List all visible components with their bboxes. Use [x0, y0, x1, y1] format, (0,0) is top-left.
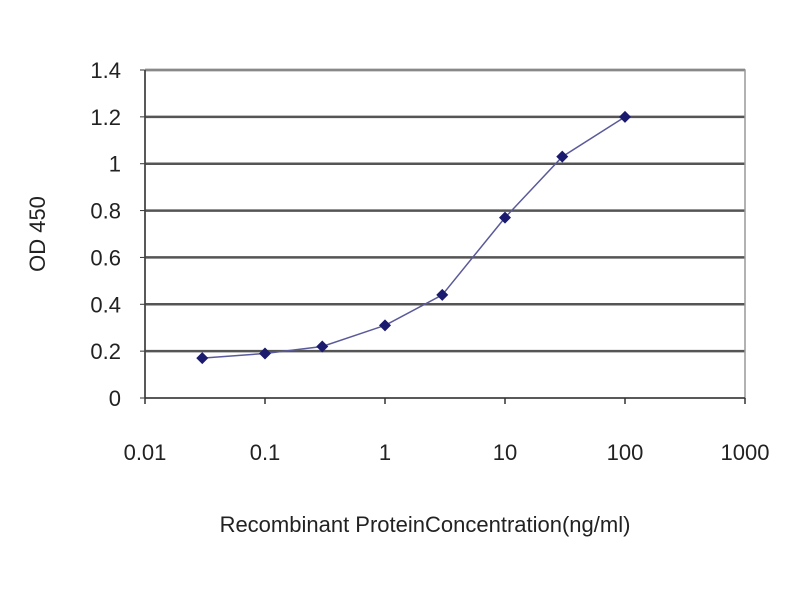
data-point — [556, 150, 569, 163]
data-point — [379, 319, 391, 332]
series — [196, 110, 631, 365]
data-point — [499, 211, 511, 224]
data-point — [619, 110, 631, 123]
plot-border — [144, 69, 746, 399]
y-tick-label: 1.2 — [90, 105, 121, 130]
x-tick-label: 0.1 — [250, 440, 281, 465]
x-tick-label: 10 — [493, 440, 517, 465]
x-axis-label: Recombinant ProteinConcentration(ng/ml) — [220, 512, 631, 537]
y-tick-label: 0.4 — [90, 292, 121, 317]
x-tick-label: 1 — [379, 440, 391, 465]
x-tick-label: 100 — [607, 440, 644, 465]
y-tick-label: 0.8 — [90, 199, 121, 224]
data-point — [259, 347, 271, 360]
data-point — [316, 340, 329, 353]
x-tick-labels: 0.01 0.1 1 10 100 1000 — [124, 440, 770, 465]
series-line — [202, 116, 626, 359]
x-tick-label: 1000 — [721, 440, 770, 465]
y-tick-label: 1 — [109, 152, 121, 177]
data-point — [196, 352, 209, 365]
data-point — [436, 288, 449, 301]
y-axis-label: OD 450 — [25, 196, 50, 272]
y-tick-label: 1.4 — [90, 58, 121, 83]
axes — [140, 69, 746, 404]
y-tick-labels: 0 0.2 0.4 0.6 0.8 1 1.2 1.4 — [90, 58, 121, 411]
y-tick-label: 0.2 — [90, 339, 121, 364]
y-tick-label: 0 — [109, 386, 121, 411]
x-tick-label: 0.01 — [124, 440, 167, 465]
gridlines — [145, 68, 745, 353]
y-tick-label: 0.6 — [90, 245, 121, 270]
